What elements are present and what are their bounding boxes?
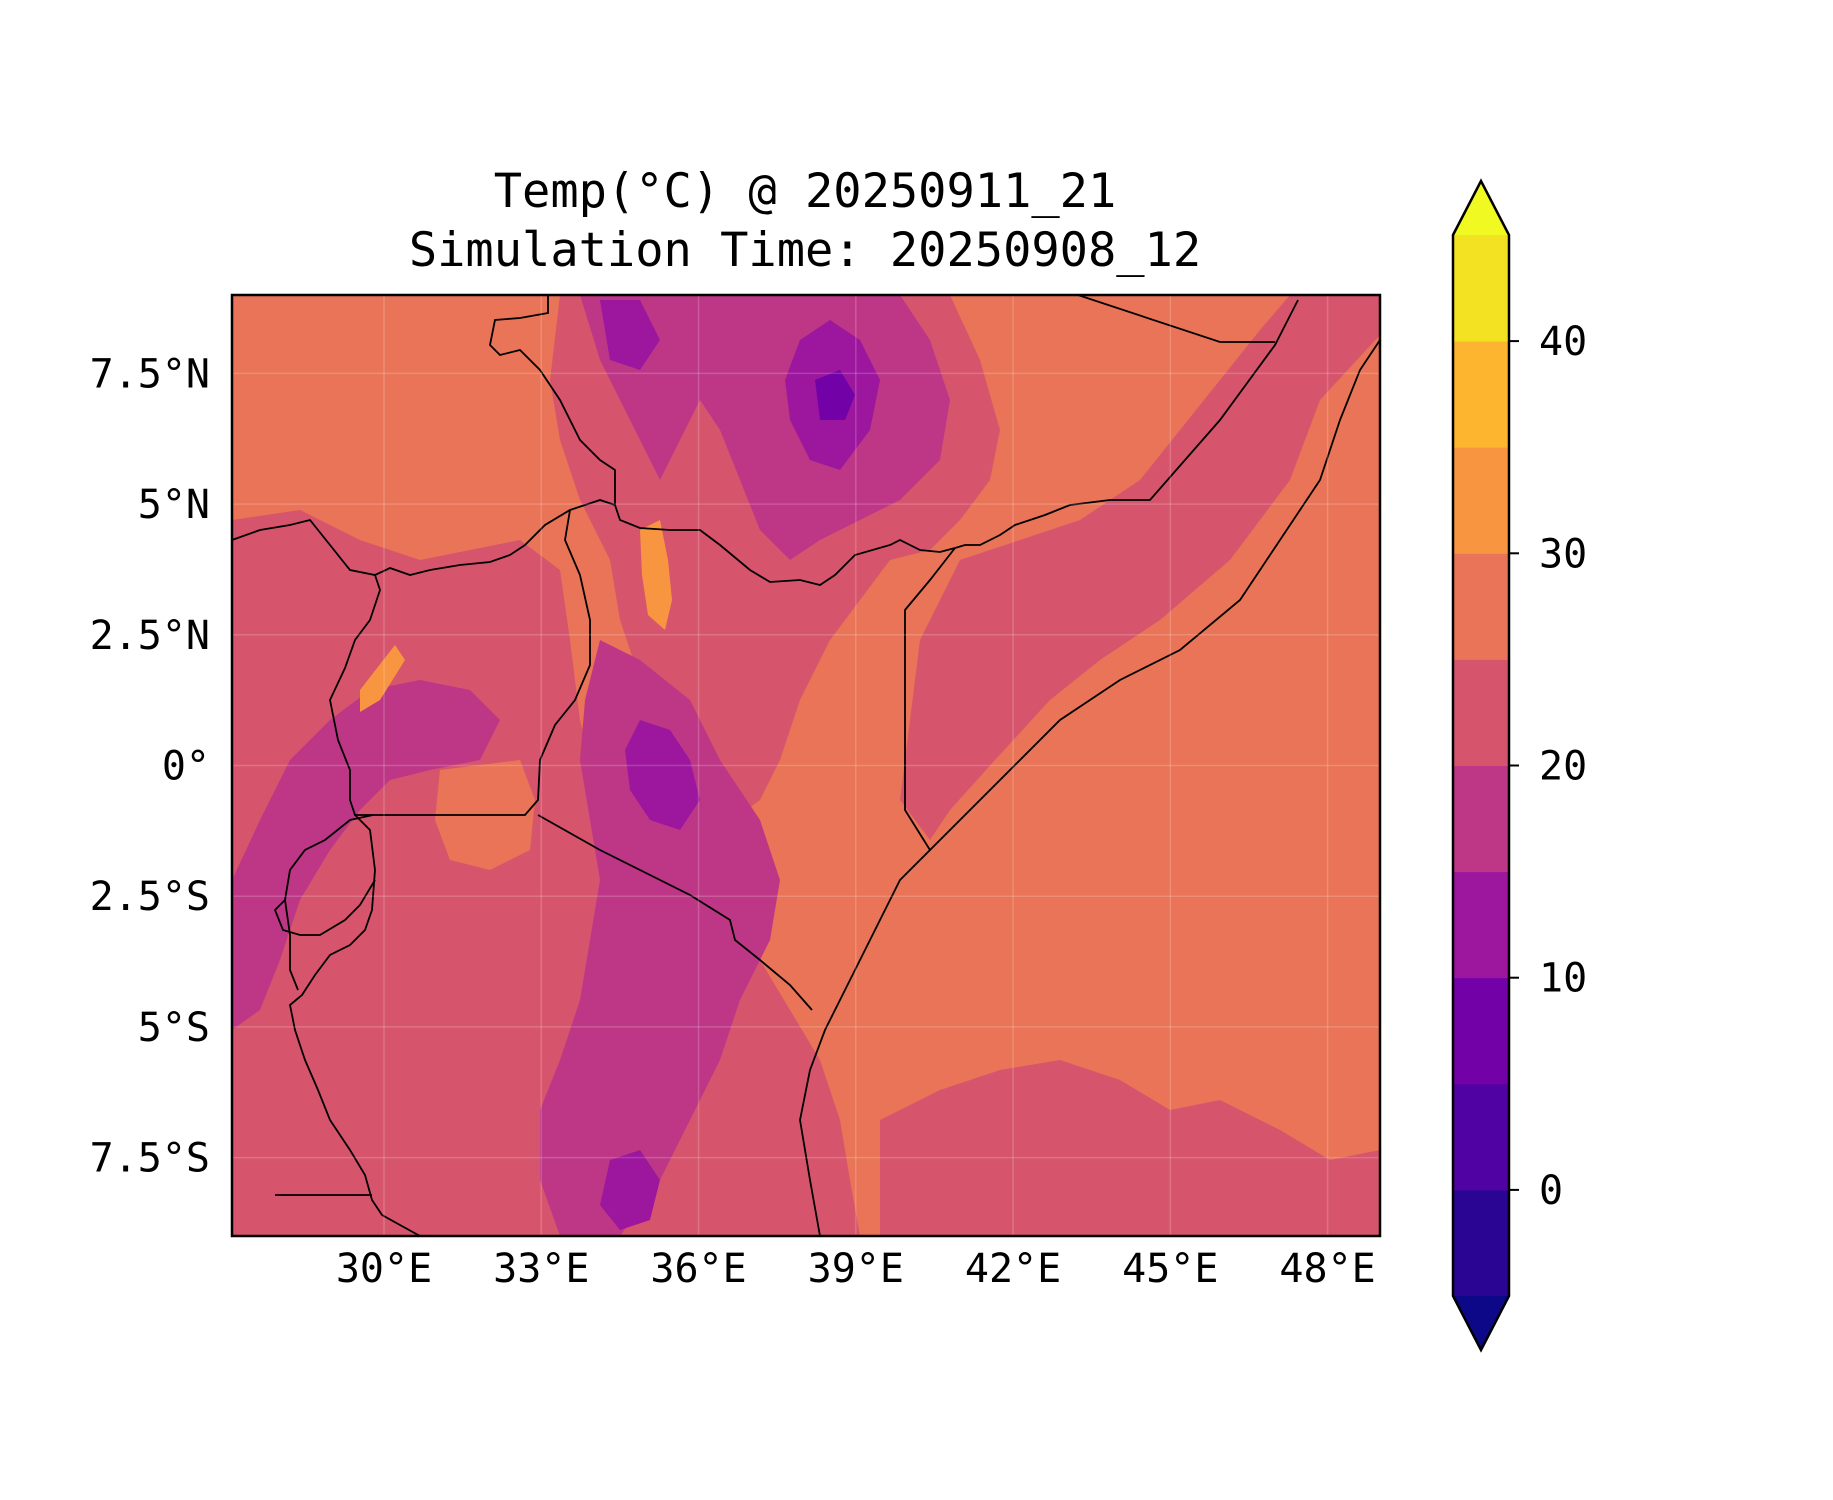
lat-tick-label: 7.5°N [90,351,210,397]
border-line [1077,295,1275,343]
border-line [329,509,591,816]
colorbar-segment [1453,659,1509,766]
temperature-region [815,370,855,420]
figure-subtitle: Simulation Time: 20250908_12 [408,223,1202,278]
border-line [929,339,1380,851]
lat-tick-label: 2.5°N [90,613,210,659]
border-line [232,299,1299,586]
lat-tick-label: 2.5°S [90,874,210,920]
colorbar-segment [1453,977,1509,1085]
temperature-region [232,680,500,1030]
colorbar-segment [1453,1189,1509,1297]
colorbar-tick-label: 30 [1539,531,1587,577]
temperature-region [625,720,700,830]
colorbar [1451,178,1511,1353]
colorbar-segment [1453,447,1509,554]
border-line [799,547,956,1236]
temperature-region [600,300,660,370]
colorbar-segment [1453,553,1509,660]
gridlines [232,295,1380,1236]
temperature-region [540,640,780,1236]
border-line [273,814,376,936]
colorbar-axis: 0 10 20 30 40 [1509,319,1587,1214]
temperature-region [360,645,405,712]
temperature-region [600,1150,660,1230]
colorbar-segment [1453,765,1509,873]
lat-tick-label: 5°N [138,482,210,528]
map-area [232,295,1380,1236]
lon-tick-label: 33°E [493,1246,589,1292]
lat-axis: 7.5°N 5°N 2.5°N 0° 2.5°S 5°S 7.5°S [90,351,210,1181]
colorbar-tick-label: 20 [1539,744,1587,790]
colorbar-segment [1453,1083,1509,1191]
colorbar-segment [1453,235,1509,342]
lon-tick-label: 48°E [1279,1246,1375,1292]
map-frame [230,293,1382,1238]
lat-tick-label: 5°S [138,1005,210,1051]
temperature-region [880,1060,1380,1236]
lat-tick-label: 7.5°S [90,1136,210,1182]
colorbar-under-arrow [1453,1296,1509,1350]
colorbar-tick-label: 0 [1539,1168,1563,1214]
lon-tick-label: 39°E [808,1246,904,1292]
lon-tick-label: 36°E [650,1246,746,1292]
lat-tick-label: 0° [162,744,210,790]
border-line [537,814,813,1011]
border-line [489,295,616,505]
figure-title: Temp(°C) @ 20250911_21 [493,164,1117,219]
borders [232,295,1380,1236]
colorbar-outline [1451,178,1511,1353]
lon-axis: 30°E 33°E 36°E 39°E 42°E 45°E 48°E [336,1246,1376,1292]
temperature-region [640,520,672,630]
colorbar-segment [1453,341,1509,448]
colorbar-over-arrow [1453,181,1509,235]
colorbar-segment [1453,871,1509,979]
lon-tick-label: 42°E [965,1246,1061,1292]
colorbar-tick-label: 40 [1539,319,1587,365]
border-line [284,899,299,991]
colorbar-tick-label: 10 [1539,956,1587,1002]
temperature-region [900,295,1380,840]
lon-tick-label: 45°E [1122,1246,1218,1292]
lon-tick-label: 30°E [336,1246,432,1292]
